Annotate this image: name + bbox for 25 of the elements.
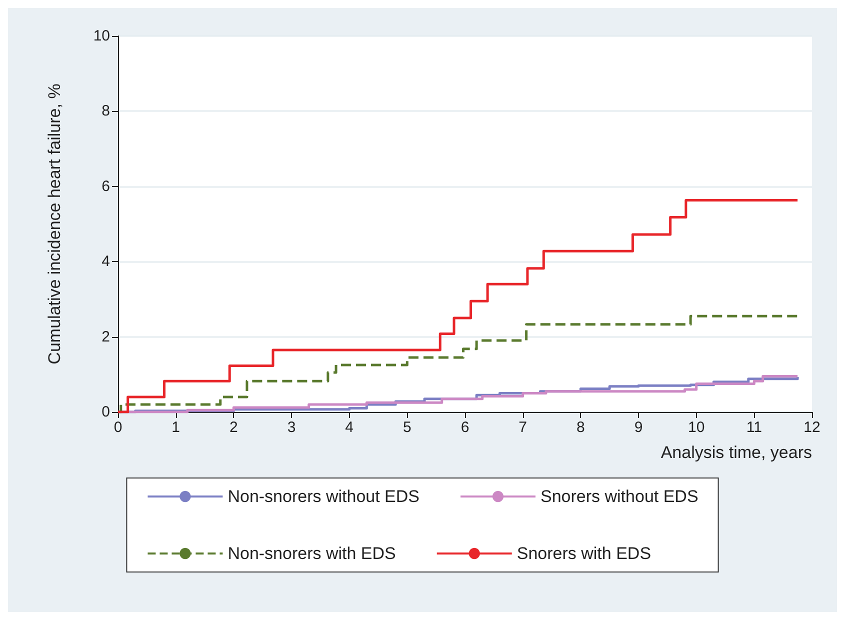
y-tick-label: 6 — [102, 178, 110, 195]
x-tick-label: 10 — [688, 419, 705, 436]
legend-label: Snorers with EDS — [516, 544, 652, 563]
y-tick-label: 10 — [93, 28, 110, 44]
x-tick-label: 1 — [172, 419, 180, 436]
x-tick-label: 2 — [229, 419, 238, 436]
y-axis-title: Cumulative incidence heart failure, % — [45, 84, 64, 364]
y-tick-label: 2 — [102, 328, 110, 346]
x-tick-label: 3 — [287, 419, 296, 436]
legend-label: Non-snorers with EDS — [228, 544, 396, 563]
x-tick-label: 8 — [576, 419, 585, 436]
x-tick-label: 4 — [345, 419, 354, 436]
y-tick-label: 8 — [102, 102, 110, 120]
x-tick-label: 5 — [402, 419, 412, 436]
x-tick-label: 12 — [804, 419, 820, 436]
legend-label: Snorers without EDS — [540, 487, 698, 506]
x-tick-label: 6 — [460, 419, 470, 436]
x-tick-label: 9 — [634, 419, 643, 436]
y-tick-label: 4 — [102, 253, 110, 270]
legend-label: Non-snorers without EDS — [228, 487, 420, 506]
x-tick-label: 7 — [518, 419, 528, 436]
x-tick-label: 11 — [746, 419, 762, 436]
x-axis-title: Analysis time, years — [660, 443, 812, 462]
x-tick-label: 0 — [114, 419, 122, 436]
y-tick-label: 0 — [102, 404, 110, 420]
